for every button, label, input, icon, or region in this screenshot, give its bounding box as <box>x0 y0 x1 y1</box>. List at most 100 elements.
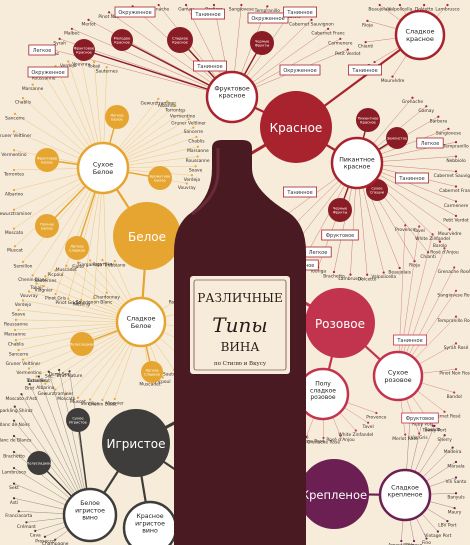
leaf-label: Petit Verdot <box>335 51 361 57</box>
tag-label: Легкое <box>309 250 328 256</box>
leaf-label: Marsanne <box>4 332 26 338</box>
category-red: Красное <box>260 91 332 163</box>
tag-label: Танинное <box>286 10 312 16</box>
leaf-label: Barbera <box>430 118 448 124</box>
leaf-label: Muscat <box>70 399 86 405</box>
leaf-label: Petit Verdot <box>443 217 469 223</box>
leaf-label: Sauternes <box>96 69 119 75</box>
tag-label: Легкое <box>33 48 52 54</box>
leaf-dot <box>212 3 216 7</box>
group-node <box>35 148 59 172</box>
label-semi-sweet-rose: Полу сладкое розовое <box>310 380 336 401</box>
tag-label: Танинное <box>398 176 424 182</box>
leaf-label: Rosé d'Anjou <box>326 436 355 443</box>
tag-box <box>392 334 427 346</box>
category-sparkling: Игристое <box>102 409 170 477</box>
category-sparkling-label: Игристое <box>106 437 165 451</box>
leaf-dot <box>196 155 199 158</box>
tag-box <box>279 64 321 76</box>
group-node <box>66 408 90 432</box>
label-dry-white: Сухое Белое <box>93 160 114 175</box>
group-node <box>35 214 59 238</box>
leaf-label: LBV Port <box>438 523 457 529</box>
leaf-dot <box>411 96 414 99</box>
leaf-label: Picpoul <box>155 379 171 385</box>
leaf-dot <box>12 450 16 454</box>
group-label: Ароматное Белое <box>150 175 171 183</box>
leaf-dot <box>12 419 16 422</box>
leaf-dot <box>157 3 160 7</box>
leaf-dot <box>346 48 349 51</box>
leaf-dot <box>101 398 104 402</box>
leaf-dot <box>113 259 116 263</box>
leaf-label: Rosado <box>425 427 441 433</box>
leaf-dot <box>185 182 188 185</box>
leaf-dot <box>17 348 20 352</box>
leaf-label: Soave <box>189 168 203 174</box>
leaf-dot <box>400 539 403 543</box>
leaf-label: Vouvray <box>20 293 38 299</box>
tag-box <box>401 412 439 424</box>
leaf-dot <box>266 5 269 8</box>
label-fruity-red: Фруктовое красное <box>214 86 249 100</box>
leaf-dot <box>310 18 313 21</box>
leaf-dot <box>12 208 16 211</box>
leaf-dot <box>21 260 25 264</box>
group-label: Легкое Белое <box>110 114 124 122</box>
leaf-dot <box>13 328 17 332</box>
leaf-label: Albarino <box>5 192 24 198</box>
leaf-dot <box>322 436 325 440</box>
leaf-label: Dolcetto <box>358 276 377 282</box>
group-node <box>141 361 163 383</box>
leaf-label: Tavel <box>362 424 374 430</box>
leaf-label: Lambrusco <box>435 7 459 13</box>
leaf-dot <box>44 382 47 385</box>
leaf-dot <box>44 275 47 278</box>
leaf-label: Marsanne <box>187 148 209 154</box>
leaf-dot <box>42 285 45 288</box>
leaf-label: Gamay <box>178 7 194 13</box>
leaf-dot <box>373 60 376 64</box>
leaf-label: Chardonnay <box>93 294 120 300</box>
leaf-label: Sancerre <box>184 129 204 135</box>
leaf-dot <box>13 245 17 248</box>
leaf-dot <box>454 214 458 217</box>
tag-box <box>247 12 289 24</box>
title-line3: ВИНА <box>221 340 260 354</box>
label-dry-rose: Сухое розовое <box>384 368 411 383</box>
leaf-label: Gewurztraminer <box>38 391 74 397</box>
label-white-sparkling: Белое игристое вино <box>75 500 105 521</box>
leaf-label: Valpolicella <box>388 7 413 13</box>
leaf-dot <box>70 27 73 30</box>
leaf-label: Trebbiano <box>103 263 126 269</box>
leaf-label: Chianti <box>420 254 435 260</box>
leaf-label: Moscato d'Asti <box>6 396 38 402</box>
subtitle: по Стилю и Вкусу <box>214 361 267 367</box>
leaf-dot <box>54 538 57 541</box>
leaf-dot <box>12 466 16 470</box>
leaf-dot <box>418 432 421 435</box>
leaf-dot <box>54 388 57 391</box>
leaf-dot <box>398 3 402 7</box>
leaf-label: Roussanne <box>4 321 28 327</box>
leaf-link <box>71 28 233 98</box>
leaf-label: Syrah <box>53 40 66 46</box>
leaf-label: Grenache <box>148 7 169 13</box>
leaf-dot <box>366 19 369 22</box>
leaf-dot <box>425 537 428 540</box>
leaf-dot <box>453 506 456 510</box>
leaf-dot <box>43 535 47 538</box>
leaf-dot <box>443 410 446 413</box>
leaf-label: Carmenere <box>328 40 353 46</box>
leaf-label: Semillon <box>14 263 33 269</box>
leaf-dot <box>413 260 416 263</box>
tag-box <box>27 66 69 78</box>
leaf-label: Extra Brut <box>28 378 51 384</box>
leaf-dot <box>54 269 57 272</box>
leaf-dot <box>25 521 28 524</box>
leaf-label: Beaujolais <box>388 269 411 275</box>
leaf-label: Bandol <box>447 394 462 400</box>
leaf-dot <box>14 318 17 321</box>
leaf-label: Beaujolais <box>368 7 391 13</box>
